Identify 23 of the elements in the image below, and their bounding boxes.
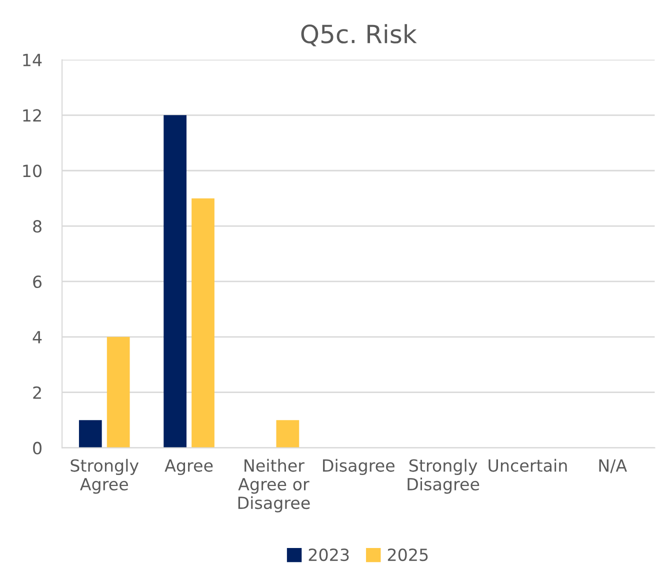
y-tick-label: 10 — [23, 164, 42, 178]
x-tick-label: N/A — [599, 459, 627, 474]
y-tick-label: 4 — [32, 331, 42, 344]
bar — [78, 420, 102, 448]
y-tick-label: 14 — [23, 54, 42, 66]
chart-title: Q5c. Risk — [301, 24, 417, 46]
legend-label: 2025 — [388, 548, 428, 562]
y-tick-label: 8 — [33, 220, 42, 233]
y-tick-label: 2 — [33, 386, 41, 399]
y-tick-label: 6 — [33, 275, 42, 288]
bar — [192, 198, 214, 448]
bar — [276, 420, 300, 448]
x-tick-label: Agree — [164, 459, 213, 476]
x-tick-label: Neither Agree or Disagree — [238, 458, 310, 512]
x-tick-label: Strongly Disagree — [408, 458, 480, 494]
x-tick-label: Strongly Agree — [70, 458, 139, 494]
bar — [106, 336, 130, 448]
legend-label: 2023 — [308, 548, 349, 562]
x-tick-label: Disagree — [323, 458, 394, 476]
x-tick-label: Uncertain — [488, 458, 567, 472]
y-tick-label: 0 — [33, 442, 42, 454]
y-tick-label: 12 — [23, 109, 41, 122]
bar — [164, 115, 187, 448]
